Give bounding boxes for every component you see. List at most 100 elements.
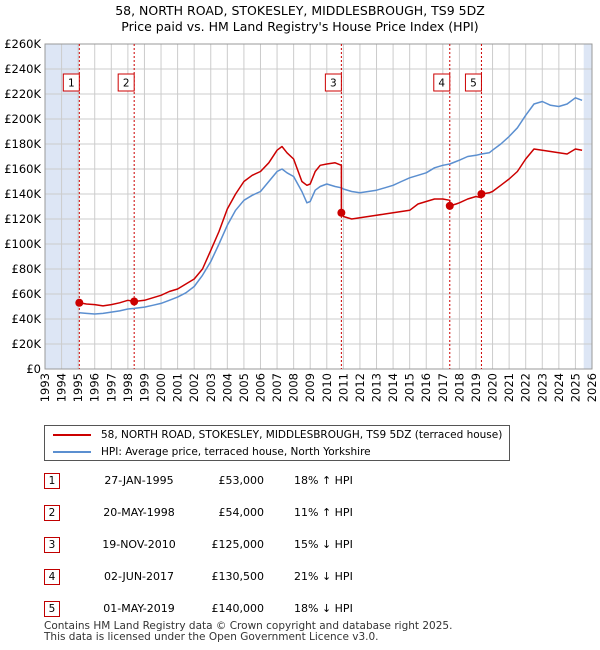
x-tick-label: 2026: [585, 373, 599, 402]
transaction-price: £53,000: [218, 474, 265, 487]
chart-title-line1: 58, NORTH ROAD, STOKESLEY, MIDDLESBROUGH…: [115, 3, 485, 18]
x-tick-label: 2010: [320, 373, 334, 402]
plot-area: [45, 44, 592, 369]
sale-number-label: 3: [330, 78, 337, 90]
y-tick-label: £240K: [4, 62, 41, 76]
transaction-number-badge: 4: [44, 569, 60, 585]
transaction-price: £140,000: [211, 602, 265, 615]
footer-attribution: Contains HM Land Registry data © Crown c…: [44, 621, 452, 643]
legend-item-price-paid: 58, NORTH ROAD, STOKESLEY, MIDDLESBROUGH…: [53, 427, 502, 443]
sale-number-label: 1: [68, 78, 75, 90]
sale-point: [337, 208, 346, 217]
y-tick-label: £220K: [4, 87, 41, 101]
x-tick-label: 2003: [204, 373, 218, 402]
table-row: 3 19-NOV-2010 £125,000 15% ↓ HPI: [44, 537, 564, 557]
footer-line-1: Contains HM Land Registry data © Crown c…: [44, 620, 453, 632]
transaction-date: 20-MAY-1998: [103, 506, 175, 519]
sale-point: [477, 190, 486, 198]
y-tick-label: £20K: [12, 337, 42, 351]
x-tick-label: 2006: [253, 373, 267, 402]
x-tick-label: 2015: [403, 373, 417, 402]
x-tick-label: 1999: [137, 373, 151, 402]
x-tick-label: 2014: [386, 373, 400, 402]
x-tick-label: 1998: [121, 373, 135, 402]
table-row: 4 02-JUN-2017 £130,500 21% ↓ HPI: [44, 569, 564, 589]
sale-number-box: [464, 73, 482, 92]
sale-number-box: [62, 73, 80, 92]
sale-number-box: [117, 73, 135, 92]
transaction-number-badge: 1: [44, 473, 60, 489]
shaded-range: [45, 44, 80, 369]
y-tick-label: £120K: [4, 212, 41, 226]
x-tick-label: 2012: [353, 373, 367, 402]
legend: 58, NORTH ROAD, STOKESLEY, MIDDLESBROUGH…: [44, 425, 510, 461]
x-tick-label: 2000: [154, 373, 168, 402]
x-tick-label: 2020: [486, 373, 500, 402]
sale-number-label: 5: [470, 78, 477, 90]
x-tick-label: 2002: [187, 373, 201, 402]
y-tick-label: £100K: [4, 237, 41, 251]
sale-number-box: [433, 73, 451, 92]
transaction-date: 27-JAN-1995: [104, 474, 174, 487]
x-tick-label: 2022: [519, 373, 533, 402]
transaction-hpi-diff: 18% ↑ HPI: [294, 474, 353, 487]
x-tick-label: 2008: [287, 373, 301, 402]
table-row: 2 20-MAY-1998 £54,000 11% ↑ HPI: [44, 505, 564, 525]
y-tick-label: £0: [26, 362, 41, 376]
x-tick-label: 1994: [55, 373, 69, 402]
y-tick-label: £140K: [4, 187, 41, 201]
y-tick-label: £200K: [4, 112, 41, 126]
sale-number-label: 4: [438, 78, 445, 90]
x-tick-label: 2023: [535, 373, 549, 402]
legend-label-price-paid: 58, NORTH ROAD, STOKESLEY, MIDDLESBROUGH…: [101, 429, 503, 441]
x-tick-label: 1995: [71, 373, 85, 402]
x-tick-label: 2021: [502, 373, 516, 402]
x-tick-label: 2017: [436, 373, 450, 402]
y-tick-label: £260K: [4, 37, 41, 51]
legend-item-hpi: HPI: Average price, terraced house, Nort…: [53, 444, 371, 460]
transaction-date: 02-JUN-2017: [103, 570, 175, 583]
x-tick-label: 2025: [568, 373, 582, 402]
x-tick-label: 2005: [237, 373, 251, 402]
transaction-price: £125,000: [211, 538, 265, 551]
x-tick-label: 2011: [336, 373, 350, 402]
x-tick-label: 2009: [303, 373, 317, 402]
transaction-date: 01-MAY-2019: [103, 602, 175, 615]
x-tick-label: 1996: [88, 373, 102, 402]
chart-title-line2: Price paid vs. HM Land Registry's House …: [121, 19, 479, 34]
legend-label-hpi: HPI: Average price, terraced house, Nort…: [101, 446, 371, 458]
transaction-price: £130,500: [211, 570, 265, 583]
plot-border: [44, 43, 593, 370]
transaction-hpi-diff: 15% ↓ HPI: [294, 538, 353, 551]
x-tick-label: 2013: [370, 373, 384, 402]
sale-number-box: [324, 73, 342, 92]
transaction-number-badge: 5: [44, 601, 60, 617]
legend-swatch-hpi: [53, 451, 91, 453]
price-paid-line: [79, 145, 583, 307]
y-tick-label: £180K: [4, 137, 41, 151]
transaction-number-badge: 2: [44, 505, 60, 521]
x-tick-label: 2019: [469, 373, 483, 402]
footer-line-2: This data is licensed under the Open Gov…: [44, 631, 379, 643]
x-tick-label: 2004: [220, 373, 234, 402]
sale-point: [445, 201, 454, 210]
x-tick-label: 2001: [171, 373, 185, 402]
price-chart: £0 £20K £40K £60K £80K £100K £120K £140K £160K £1…: [4, 37, 599, 402]
x-tick-label: 2018: [452, 373, 466, 402]
sale-point: [75, 298, 84, 307]
x-tick-label: 2007: [270, 373, 284, 402]
table-row: 5 01-MAY-2019 £140,000 18% ↓ HPI: [44, 601, 564, 621]
sale-number-label: 2: [123, 78, 130, 90]
x-tick-label: 1993: [38, 373, 52, 402]
y-tick-label: £40K: [12, 312, 42, 326]
y-tick-label: £160K: [4, 162, 41, 176]
hpi-line: [79, 97, 583, 315]
transaction-number-badge: 3: [44, 537, 60, 553]
x-tick-label: 2024: [552, 373, 566, 402]
y-tick-label: £80K: [12, 262, 42, 276]
sale-point: [130, 297, 139, 306]
y-tick-label: £60K: [12, 287, 42, 301]
legend-swatch-price-paid: [53, 434, 91, 436]
transaction-hpi-diff: 21% ↓ HPI: [294, 570, 353, 583]
transaction-date: 19-NOV-2010: [102, 538, 176, 551]
